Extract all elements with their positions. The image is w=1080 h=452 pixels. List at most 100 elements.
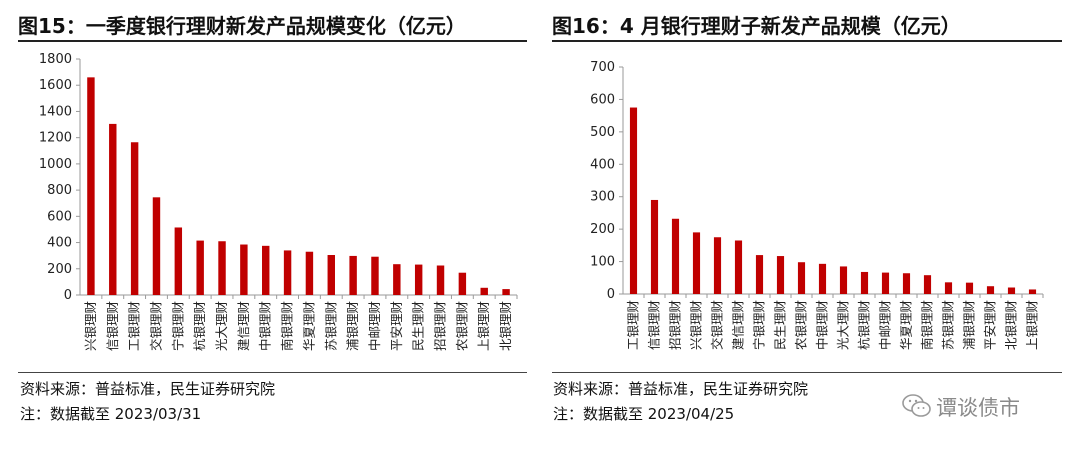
chart2-x-tick-label: 农银理财 xyxy=(794,300,809,350)
chart2-title: 图16：4 月银行理财子新发产品规模（亿元） xyxy=(552,14,961,38)
chart1-bar xyxy=(283,250,292,295)
chart1-y-tick-label: 1800 xyxy=(39,52,72,67)
chart2-x-tick-label: 中邮理财 xyxy=(878,300,893,350)
chart2-bar xyxy=(923,275,932,294)
chart2-x-tick-label: 工银理财 xyxy=(626,300,641,350)
chart2-bar xyxy=(881,272,890,294)
chart2-x-tick-label: 民生理财 xyxy=(773,300,788,350)
chart2-x-tick-label: 北银理财 xyxy=(1004,300,1019,350)
chart1-x-tick-label: 北银理财 xyxy=(498,301,513,351)
watermark-text: 谭谈债市 xyxy=(936,396,1020,420)
chart2-footer-rule xyxy=(552,372,1062,373)
chart2-bar xyxy=(860,271,869,294)
chart1-title: 图15：一季度银行理财新发产品规模变化（亿元） xyxy=(18,14,466,38)
chart1-bar xyxy=(109,123,117,296)
chart1-bar xyxy=(87,77,95,295)
chart1-x-tick-label: 南银理财 xyxy=(280,301,295,351)
chart1-bar xyxy=(480,287,488,295)
chart1-x-tick-label: 中邮理财 xyxy=(367,301,382,351)
chart2-header-rule xyxy=(552,40,1062,42)
chart1-y-tick-label: 200 xyxy=(47,262,72,277)
chart2-x-tick-label: 建信理财 xyxy=(731,300,746,350)
chart2-x-tick-label: 交银理财 xyxy=(710,300,725,350)
chart1-bar xyxy=(196,240,204,295)
chart1-x-tick-label: 华夏理财 xyxy=(301,301,316,351)
chart1-bar xyxy=(458,272,467,295)
chart2-y-tick-label: 100 xyxy=(590,255,615,270)
chart1-source: 资料来源：普益标准，民生证券研究院 xyxy=(20,380,276,398)
chart1-y-tick-label: 1400 xyxy=(39,104,72,119)
chart1-bar xyxy=(393,264,401,295)
chart1-x-tick-label: 民生理财 xyxy=(411,301,426,351)
chart2-bar xyxy=(629,107,638,295)
chart2-bar xyxy=(776,256,785,294)
chart1-header-rule xyxy=(18,40,527,42)
chart1-x-tick-label: 宁银理财 xyxy=(170,301,185,351)
chart2-bar xyxy=(902,273,911,294)
chart1-x-tick-label: 光大理财 xyxy=(214,301,229,351)
chart1-bar xyxy=(218,241,226,295)
chart2-y-tick-label: 200 xyxy=(590,222,615,237)
chart1-y-tick-label: 0 xyxy=(64,288,72,303)
chart1-y-tick-label: 600 xyxy=(47,209,72,224)
chart1-x-tick-label: 农银理财 xyxy=(454,301,469,351)
wechat-icon xyxy=(902,394,931,417)
chart2-x-tick-label: 光大理财 xyxy=(836,300,851,350)
chart2-y-tick-label: 400 xyxy=(590,157,615,172)
chart2-bar xyxy=(650,199,659,294)
chart2-bar xyxy=(755,255,764,294)
chart1-y-tick-label: 800 xyxy=(47,183,72,198)
chart2-svg: 0 100 200 300 400 500 600 700 工银理财 信银理财 招银理财 兴银理财 交银… xyxy=(590,60,1044,350)
chart1-x-tick-label: 杭银理财 xyxy=(192,301,207,351)
chart1-y-tick-label: 1000 xyxy=(39,157,72,172)
chart1-bar xyxy=(240,244,248,295)
chart1-x-tick-label: 建信理财 xyxy=(236,301,251,351)
chart1-note: 注：数据截至 2023/03/31 xyxy=(20,405,202,423)
chart2-x-tick-label: 杭银理财 xyxy=(857,300,872,350)
chart1-x-tick-label: 兴银理财 xyxy=(83,301,98,351)
chart1-x-tick-label: 苏银理财 xyxy=(323,301,338,351)
chart1-x-tick-label: 中银理财 xyxy=(258,301,273,351)
chart2-x-tick-label: 华夏理财 xyxy=(899,300,914,350)
chart1-x-tick-label: 交银理财 xyxy=(148,301,163,351)
chart1-bar xyxy=(152,197,161,295)
chart1-svg: 0 200 400 600 800 1000 1200 1400 1600 1800 兴银理财 信银理… xyxy=(39,52,518,351)
chart2-bar xyxy=(944,282,953,294)
chart2-source: 资料来源：普益标准，民生证券研究院 xyxy=(553,380,809,398)
chart2-x-tick-label: 招银理财 xyxy=(668,300,683,350)
chart2-y-tick-label: 500 xyxy=(590,125,615,140)
chart2-bar xyxy=(986,286,995,294)
chart2-x-tick-label: 宁银理财 xyxy=(752,300,767,350)
chart2-x-tick-label: 南银理财 xyxy=(920,300,935,350)
chart1-bar xyxy=(371,256,379,295)
chart1-bar xyxy=(349,255,357,295)
chart2-x-tick-label: 兴银理财 xyxy=(689,300,704,350)
chart2-bar xyxy=(839,266,848,294)
chart2-y-tick-label: 600 xyxy=(590,92,615,107)
chart2-bar xyxy=(734,240,743,294)
chart1-bar xyxy=(262,245,270,295)
chart1-y-tick-label: 400 xyxy=(47,236,72,251)
chart2-bar xyxy=(692,232,701,294)
chart2-y-tick-label: 700 xyxy=(590,60,615,75)
chart2-y-tick-label: 0 xyxy=(607,287,615,302)
chart2-bar xyxy=(1028,289,1037,294)
chart1-bar xyxy=(305,251,314,295)
chart1-bar xyxy=(174,227,183,295)
chart2-y-tick-label: 300 xyxy=(590,190,615,205)
chart2-x-tick-label: 中银理财 xyxy=(815,300,830,350)
chart1-x-tick-label: 浦银理财 xyxy=(345,301,360,351)
chart1-bar xyxy=(130,142,139,295)
chart1-x-tick-label: 工银理财 xyxy=(127,301,142,351)
chart2-bar xyxy=(965,282,974,294)
chart2-x-tick-label: 上银理财 xyxy=(1025,300,1040,350)
chart2-x-tick-label: 浦银理财 xyxy=(962,300,977,350)
chart1-y-tick-label: 1600 xyxy=(39,78,72,93)
chart1-x-tick-label: 平安理财 xyxy=(389,301,404,351)
chart1-x-tick-label: 信银理财 xyxy=(105,301,120,351)
chart1-bar xyxy=(414,264,423,295)
chart2-bar xyxy=(671,218,680,294)
chart2-x-tick-label: 苏银理财 xyxy=(941,300,956,350)
chart2-bar xyxy=(713,237,722,294)
chart1-x-tick-label: 招银理财 xyxy=(433,301,448,351)
